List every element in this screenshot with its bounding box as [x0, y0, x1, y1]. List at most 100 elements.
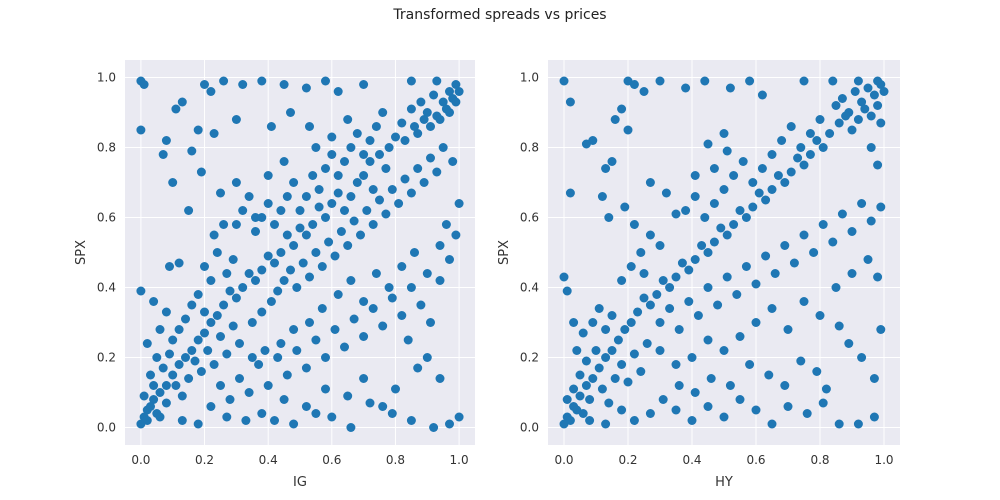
- scatter-point: [745, 76, 755, 86]
- scatter-point: [837, 209, 847, 219]
- scatter-point: [725, 381, 735, 390]
- scatter-point: [652, 290, 662, 299]
- scatter-point: [273, 286, 283, 296]
- scatter-point: [863, 255, 873, 264]
- scatter-point: [330, 251, 340, 261]
- scatter-point: [687, 353, 697, 362]
- scatter-point: [184, 206, 194, 215]
- scatter-point: [677, 258, 687, 268]
- scatter-point: [860, 104, 870, 114]
- scatter-point: [681, 206, 691, 215]
- y-tick-label: 0.6: [520, 211, 539, 225]
- scatter-point: [741, 262, 751, 271]
- scatter-point: [876, 118, 886, 128]
- x-tick-label: 0.4: [682, 453, 701, 467]
- scatter-point: [193, 419, 203, 429]
- scatter-point: [241, 416, 251, 425]
- scatter-point: [276, 248, 286, 257]
- scatter-point: [866, 216, 876, 226]
- scatter-point: [244, 192, 254, 201]
- scatter-point: [416, 300, 426, 310]
- scatter-point: [773, 171, 783, 180]
- scatter-point: [378, 402, 388, 411]
- scatter-point: [604, 213, 614, 222]
- scatter-point: [866, 143, 876, 152]
- scatter-point: [665, 283, 675, 292]
- scatter-point: [601, 164, 611, 173]
- scatter-point: [247, 353, 257, 362]
- scatter-point: [422, 353, 432, 362]
- scatter-point: [161, 398, 171, 408]
- scatter-point: [161, 307, 171, 317]
- scatter-point: [301, 402, 311, 411]
- x-tick-label: 0.6: [322, 453, 341, 467]
- scatter-point: [266, 297, 276, 306]
- scatter-point: [559, 76, 569, 86]
- scatter-point: [716, 223, 726, 233]
- scatter-point: [658, 395, 668, 404]
- scatter-point: [799, 160, 809, 170]
- scatter-point: [629, 349, 639, 359]
- scatter-point: [671, 272, 681, 282]
- scatter-point: [346, 143, 356, 152]
- scatter-point: [321, 76, 330, 86]
- scatter-point: [847, 125, 857, 135]
- scatter-point: [585, 395, 595, 404]
- scatter-point: [597, 384, 607, 394]
- scatter-point: [146, 370, 155, 380]
- scatter-point: [847, 227, 857, 236]
- x-tick-label: 0.0: [131, 453, 150, 467]
- scatter-point: [356, 230, 365, 240]
- scatter-point: [222, 349, 232, 359]
- scatter-point: [645, 300, 655, 310]
- scatter-point: [263, 251, 273, 261]
- scatter-point: [333, 188, 343, 198]
- scatter-point: [565, 416, 575, 425]
- y-tick-label: 0.8: [97, 141, 116, 155]
- scatter-point: [633, 307, 643, 317]
- scatter-point: [260, 346, 270, 355]
- scatter-point: [761, 251, 771, 261]
- scatter-point: [139, 80, 149, 89]
- scatter-point: [158, 363, 168, 373]
- scatter-point: [368, 185, 378, 194]
- scatter-point: [149, 381, 159, 390]
- scatter-point: [305, 272, 314, 282]
- scatter-point: [581, 381, 591, 390]
- scatter-point: [761, 195, 771, 205]
- scatter-point: [225, 395, 235, 404]
- scatter-point: [289, 325, 299, 334]
- x-axis-label: IG: [293, 475, 307, 490]
- scatter-point: [289, 241, 299, 250]
- scatter-point: [238, 80, 248, 89]
- scatter-point: [187, 300, 197, 310]
- scatter-point: [818, 220, 828, 229]
- scatter-point: [757, 164, 767, 173]
- scatter-point: [410, 122, 419, 131]
- scatter-point: [279, 276, 289, 285]
- scatter-point: [400, 174, 410, 184]
- scatter-point: [375, 150, 384, 159]
- scatter-point: [206, 402, 216, 411]
- scatter-point: [251, 227, 260, 236]
- scatter-point: [451, 97, 461, 107]
- scatter-point: [821, 384, 831, 394]
- scatter-point: [578, 328, 588, 338]
- scatter-point: [340, 157, 349, 166]
- scatter-point: [174, 258, 184, 268]
- scatter-point: [193, 290, 203, 299]
- y-tick-label: 0.2: [520, 351, 539, 365]
- scatter-point: [368, 220, 378, 229]
- scatter-point: [244, 269, 254, 278]
- scatter-point: [426, 122, 435, 131]
- scatter-point: [451, 80, 461, 89]
- y-axis-label: SPX: [74, 240, 89, 265]
- scatter-point: [818, 398, 828, 408]
- scatter-point: [709, 164, 719, 173]
- scatter-point: [359, 332, 369, 341]
- scatter-point: [321, 164, 330, 173]
- scatter-point: [155, 325, 165, 334]
- scatter-point: [709, 237, 719, 247]
